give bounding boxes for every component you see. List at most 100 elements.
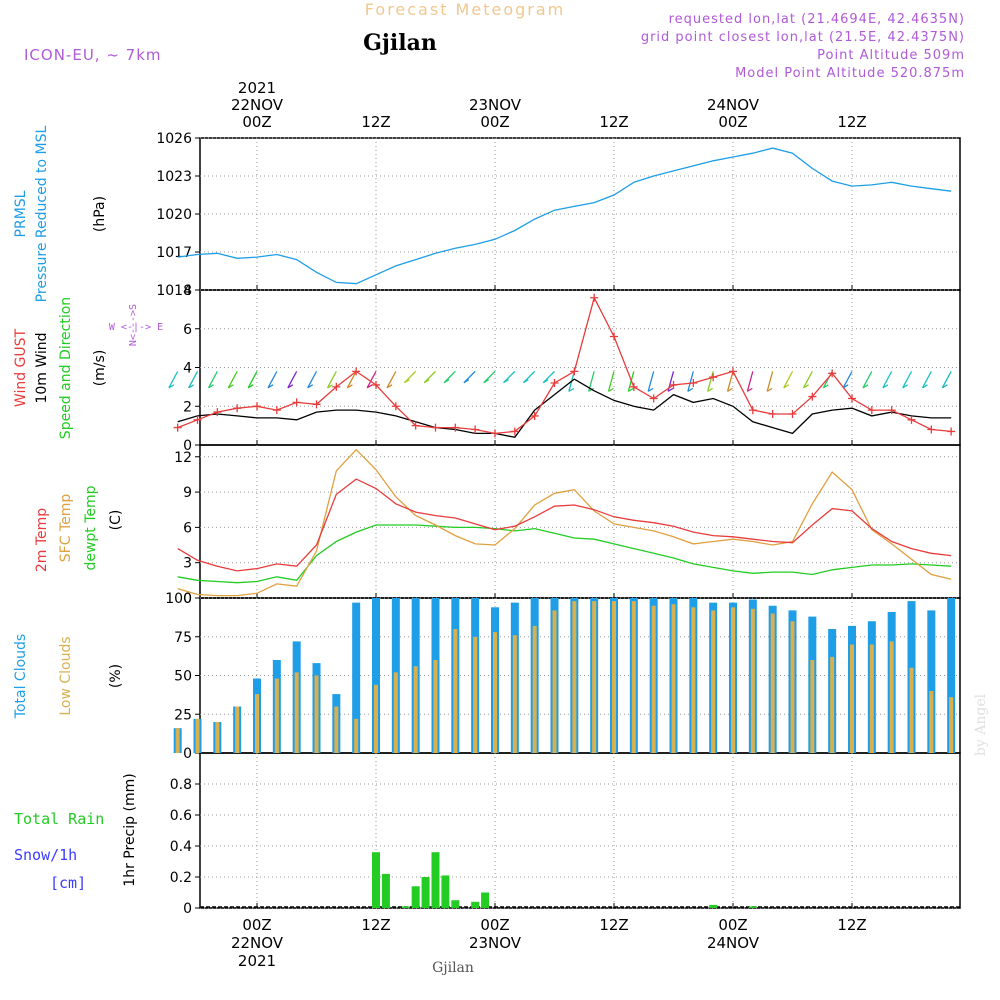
y-tick-label: 25 (174, 707, 192, 723)
wind-direction-arrow-head (247, 384, 254, 389)
wind-direction-arrow (463, 370, 476, 384)
low-clouds-label: Low Clouds (58, 636, 74, 715)
wind-direction-arrow (247, 371, 258, 389)
wind-gust-point (253, 402, 261, 411)
wind-gust-point (649, 394, 658, 403)
rain-bar (709, 904, 718, 908)
wind-direction-arrow (423, 370, 436, 384)
wind-direction-arrow-head (727, 387, 733, 392)
low-cloud-bar (850, 644, 854, 753)
low-cloud-bar (393, 672, 398, 753)
low-cloud-bar (612, 601, 616, 753)
rain-bar (431, 852, 440, 908)
wind-gust-point (312, 400, 321, 409)
low-cloud-bar (294, 672, 299, 753)
low-cloud-bar (532, 625, 537, 753)
wind-gust-point (471, 425, 480, 434)
temp-2m-label: 2m Temp (34, 508, 50, 572)
wind-gust-point (173, 423, 182, 432)
wind-gust-point (907, 415, 916, 424)
wind-gust-point (550, 379, 559, 387)
low-cloud-bar (175, 728, 180, 753)
wind-direction-arrow-head (443, 379, 450, 384)
rain-bar (421, 877, 430, 908)
wind-direction-arrow-head (588, 387, 595, 392)
wind-gust-line (177, 296, 952, 435)
total-cloud-bar (352, 602, 361, 753)
y-tick-label: 4 (183, 361, 192, 377)
footer-location-label: Gjilan (432, 960, 474, 976)
y-tick-label: 12 (174, 450, 192, 466)
wind-10m-line (177, 378, 952, 439)
snow-label: Snow/1h (14, 846, 77, 864)
top-axis-hour: 12Z (361, 113, 390, 131)
low-cloud-bar (314, 675, 319, 753)
wind-direction-arrow (443, 370, 456, 384)
low-cloud-bar (929, 691, 934, 753)
dewpoint-temp-line (177, 524, 952, 584)
wind-direction-arrow-head (347, 384, 353, 389)
wind-direction-arrow-head (542, 379, 549, 384)
wind-gust-point (669, 380, 678, 389)
wind-gust-point (391, 402, 400, 411)
bottom-axis-hour: 12Z (361, 916, 390, 934)
wind-gust-point (848, 394, 856, 403)
low-cloud-bar (354, 718, 359, 753)
pressure-label-prmsl: PRMSL (13, 190, 29, 237)
temp-dewpoint-label: dewpt Temp (83, 485, 99, 570)
top-axis-hour: 00Z (718, 113, 747, 131)
wind-direction-arrow (842, 371, 853, 389)
wind-gust-point (947, 427, 956, 436)
wind-gust-point (887, 406, 896, 415)
clouds-unit-label: (%) (108, 664, 124, 688)
wind-10m-label: 10m Wind (34, 332, 50, 403)
rain-bar (372, 852, 380, 908)
wind-direction-arrow (862, 371, 873, 389)
wind-gust-point (748, 406, 757, 415)
wind-direction-arrow (366, 371, 377, 389)
point-altitude-label: Point Altitude 509m (817, 48, 965, 63)
top-axis-hour: 00Z (242, 113, 271, 131)
wind-direction-arrow (307, 371, 318, 389)
wind-direction-arrow (802, 371, 813, 389)
temp-2m-line (177, 478, 952, 572)
low-cloud-bar (453, 629, 458, 753)
surface-temp-line (177, 448, 952, 597)
wind-direction-arrow (346, 371, 357, 389)
rain-bar (411, 886, 420, 908)
total-cloud-bar (947, 598, 956, 753)
wind-direction-arrow (941, 371, 952, 389)
wind-direction-arrow (766, 371, 774, 392)
bottom-axis-hour: 00Z (242, 916, 271, 934)
wind-gust-point (709, 373, 718, 382)
y-tick-label: 0 (183, 438, 192, 454)
y-tick-label: 1023 (156, 169, 192, 185)
wind-direction-arrow (188, 371, 199, 389)
wind-gust-point (610, 332, 618, 341)
low-cloud-bar (909, 667, 914, 753)
y-tick-label: 0.6 (170, 808, 192, 824)
bottom-axis-date: 22NOV (231, 934, 284, 952)
top-axis-hour: 12Z (837, 113, 866, 131)
bottom-axis-year: 2021 (238, 952, 276, 970)
pressure-unit-label: (hPa) (92, 196, 108, 232)
pressure-series-line (177, 147, 952, 285)
wind-direction-arrow (647, 371, 655, 392)
wind-direction-arrow (542, 370, 555, 384)
top-axis-year: 2021 (238, 79, 276, 97)
wind-direction-arrow (746, 371, 754, 392)
wind-direction-arrow-head (608, 387, 614, 392)
wind-gust-point (411, 421, 420, 430)
wind-gust-point (352, 367, 361, 376)
wind-direction-arrow-head (687, 387, 694, 392)
wind-direction-arrow (168, 371, 179, 389)
top-axis-date: 22NOV (231, 96, 284, 114)
low-cloud-bar (731, 607, 735, 753)
wind-direction-arrow (326, 371, 337, 389)
wind-gust-point (451, 423, 460, 432)
wind-direction-arrow-head (386, 384, 393, 389)
y-tick-label: 50 (174, 669, 192, 685)
y-tick-label: 2 (183, 399, 192, 415)
snow-unit-label: [cm] (50, 874, 86, 892)
